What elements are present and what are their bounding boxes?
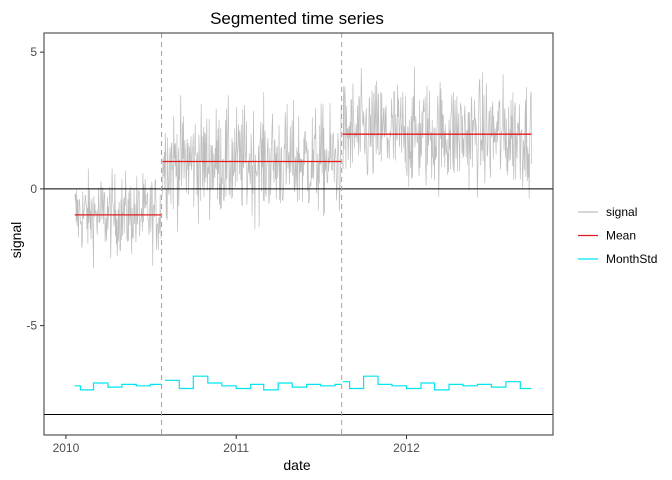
legend-label-monthstd: MonthStd (606, 252, 657, 266)
legend: signal Mean MonthStd (578, 205, 657, 266)
monthstd-line-segment-1 (74, 382, 162, 391)
y-tick-label-3: -5 (26, 319, 37, 333)
y-tick-label-2: 0 (30, 182, 37, 196)
legend-label-mean: Mean (606, 229, 636, 243)
x-tick-label-1: 2010 (53, 441, 80, 455)
chart-title: Segmented time series (210, 9, 384, 28)
y-tick-labels: 5 0 -5 (26, 45, 44, 333)
x-tick-label-3: 2012 (393, 441, 420, 455)
signal-line-segment-3 (342, 66, 532, 199)
legend-label-signal: signal (606, 205, 637, 219)
monthstd-line-segment-3 (342, 375, 532, 391)
x-axis-title: date (283, 457, 310, 473)
plot-area (43, 32, 554, 436)
plot-border (43, 32, 554, 436)
signal-line-segment-1 (74, 168, 162, 269)
y-axis-title: signal (8, 222, 24, 259)
signal-line-segment-2 (162, 92, 342, 232)
monthstd-line-segment-2 (164, 375, 342, 391)
x-tick-labels: 2010 2011 2012 (53, 435, 420, 455)
y-tick-label-1: 5 (30, 45, 37, 59)
x-tick-label-2: 2011 (223, 441, 249, 455)
